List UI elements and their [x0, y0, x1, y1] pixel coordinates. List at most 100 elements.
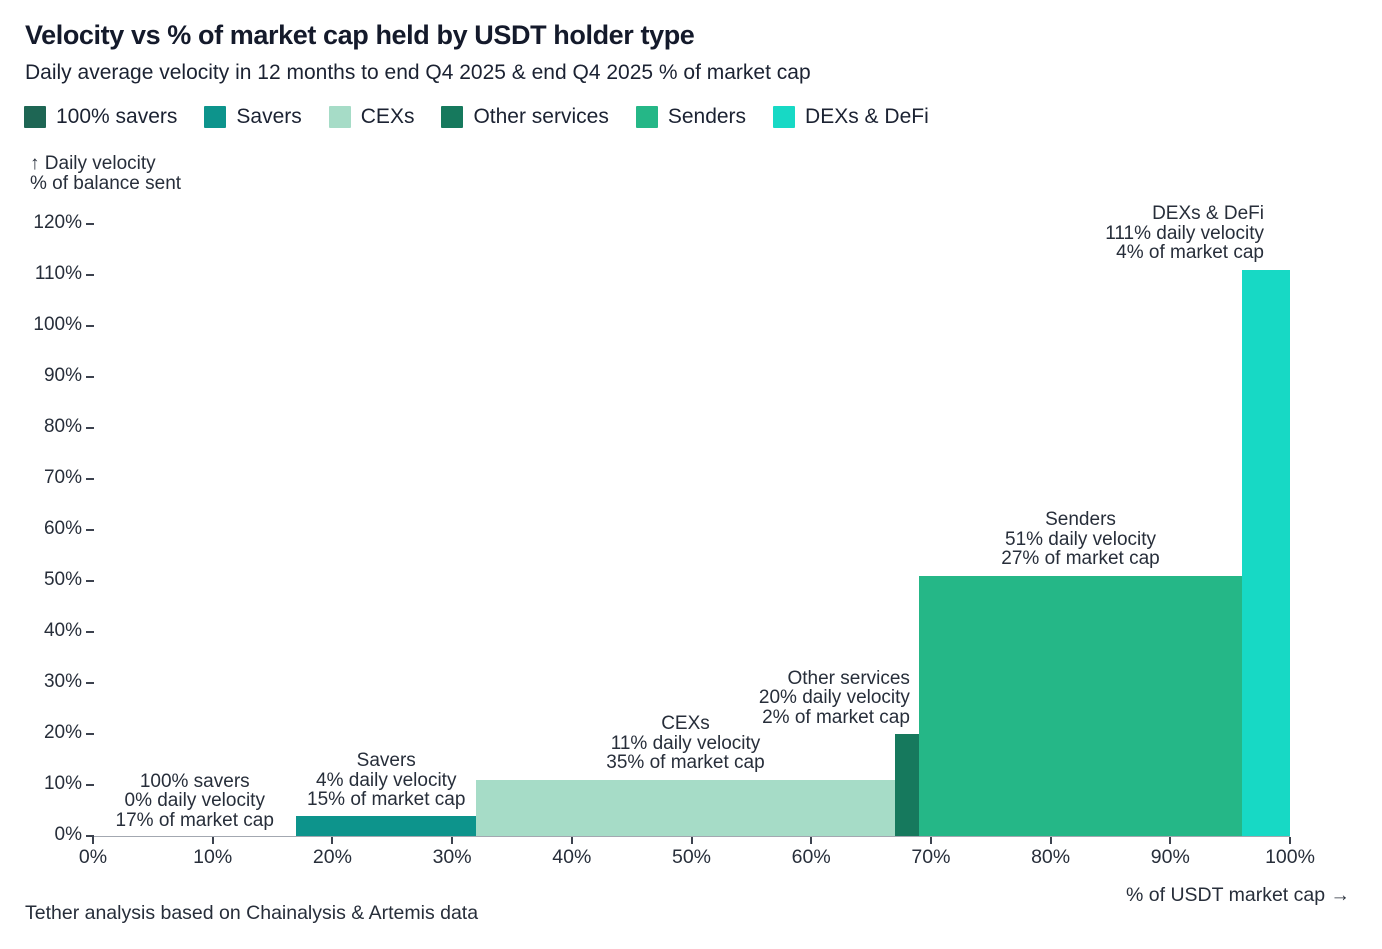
x-tick-label: 90% — [1150, 846, 1190, 868]
annotation-line: Other services — [787, 667, 910, 689]
annotation-line: 35% of market cap — [606, 752, 765, 774]
y-tick-label: 100% — [33, 314, 82, 335]
x-tick-mark — [451, 837, 454, 844]
legend-item-savers: Savers — [204, 105, 302, 129]
annotation-line: DEXs & DeFi — [1152, 203, 1264, 225]
x-tick-label: 0% — [78, 846, 108, 868]
legend-item-100-savers: 100% savers — [24, 105, 177, 129]
annotation-line: 20% daily velocity — [758, 687, 910, 708]
x-tick-mark — [690, 837, 693, 844]
x-tick-label: 30% — [432, 846, 472, 868]
x-tick-mark — [1169, 837, 1172, 844]
y-tick-label: 10% — [43, 773, 82, 794]
x-tick-label: 10% — [193, 846, 233, 868]
y-tick-mark — [86, 223, 94, 225]
bar-cexs — [476, 779, 895, 836]
x-tick-label: 20% — [312, 846, 352, 868]
x-tick-mark — [1049, 837, 1052, 844]
y-tick-mark — [86, 733, 94, 735]
bar-other-services — [894, 734, 919, 836]
x-tick-mark — [570, 837, 573, 844]
x-tick-label: 50% — [671, 846, 712, 868]
legend-label: Senders — [667, 105, 747, 128]
x-tick-label: 40% — [552, 846, 592, 868]
legend-swatch-dexs-defi — [773, 106, 796, 128]
y-axis-title: ↑ Daily velocity % of balance sent — [30, 154, 181, 194]
x-tick-label: 70% — [911, 846, 951, 868]
legend-label: CEXs — [360, 105, 415, 128]
legend: 100% savers Savers CEXs Other services Sende… — [24, 105, 929, 129]
legend-item-senders: Senders — [635, 105, 747, 129]
annotation-line: 111% daily velocity — [1105, 222, 1264, 244]
annotation-line: 4% daily velocity — [316, 769, 457, 791]
annotation-line: 27% of market cap — [1001, 548, 1160, 570]
y-tick-label: 60% — [43, 518, 82, 539]
legend-item-other-services: Other services — [441, 105, 609, 129]
y-tick-mark — [86, 376, 94, 378]
annotation-senders: Senders 51% daily velocity 27% of market c… — [931, 510, 1231, 569]
source-note: Tether analysis based on Chainalysis & A… — [25, 902, 479, 924]
annotation-line: 17% of market cap — [115, 809, 274, 831]
annotation-line: 15% of market cap — [307, 789, 466, 811]
annotation-line: 100% savers — [139, 770, 250, 792]
legend-swatch-senders — [635, 106, 658, 128]
annotation-line: CEXs — [661, 713, 710, 735]
y-axis-title-line2: % of balance sent — [30, 173, 182, 194]
annotation-line: 51% daily velocity — [1005, 528, 1157, 550]
x-tick-mark — [211, 837, 214, 844]
y-tick-label: 30% — [43, 671, 82, 692]
annotation-line: 0% daily velocity — [124, 790, 265, 811]
legend-swatch-100-savers — [24, 106, 46, 128]
x-tick-label: 80% — [1031, 846, 1071, 868]
chart-subtitle: Daily average velocity in 12 months to e… — [25, 61, 811, 84]
y-tick-mark — [86, 631, 94, 633]
legend-swatch-savers — [204, 106, 227, 128]
x-tick-mark — [810, 837, 813, 844]
y-tick-mark — [86, 274, 94, 276]
annotation-line: Savers — [356, 750, 416, 772]
y-tick-label: 20% — [43, 722, 82, 743]
y-tick-mark — [86, 427, 94, 429]
y-tick-label: 80% — [43, 416, 82, 437]
legend-item-dexs-defi: DEXs & DeFi — [773, 105, 929, 129]
annotation-line: Senders — [1045, 509, 1116, 531]
y-tick-mark — [86, 325, 94, 327]
x-tick-mark — [1289, 837, 1291, 844]
annotation-cexs: CEXs 11% daily velocity 35% of market cap — [536, 714, 836, 773]
y-axis-title-line1: ↑ Daily velocity — [30, 153, 156, 174]
x-tick-label: 60% — [791, 846, 831, 868]
x-tick-mark — [331, 837, 334, 844]
y-tick-label: 0% — [54, 824, 82, 845]
bar-savers — [296, 815, 477, 836]
bar-senders — [918, 575, 1243, 836]
legend-item-cexs: CEXs — [328, 105, 415, 129]
y-tick-mark — [86, 529, 94, 531]
annotation-dexs-defi: DEXs & DeFi 111% daily velocity 4% of mark… — [944, 204, 1264, 263]
page-title: Velocity vs % of market cap held by USDT… — [25, 20, 695, 50]
annotation-other-services: Other services 20% daily velocity 2% of ma… — [590, 667, 910, 728]
x-tick-mark — [929, 837, 932, 844]
y-tick-label: 70% — [43, 467, 82, 488]
annotation-line: 11% daily velocity — [610, 732, 761, 754]
y-tick-label: 40% — [43, 620, 82, 641]
y-tick-mark — [86, 478, 94, 480]
x-axis-baseline — [93, 836, 1290, 837]
legend-label: 100% savers — [56, 105, 178, 128]
legend-swatch-other-services — [441, 106, 464, 128]
x-tick-mark — [92, 837, 94, 844]
legend-swatch-cexs — [328, 106, 351, 128]
annotation-savers: Savers 4% daily velocity 15% of market cap — [236, 751, 536, 810]
annotation-line: 4% of market cap — [1116, 242, 1264, 264]
y-tick-mark — [86, 784, 94, 786]
y-tick-mark — [86, 580, 94, 582]
y-tick-label: 90% — [43, 365, 82, 386]
legend-label: Other services — [473, 105, 609, 128]
y-tick-mark — [86, 682, 94, 684]
legend-label: Savers — [236, 105, 302, 128]
y-tick-label: 120% — [33, 212, 82, 233]
x-axis-title: % of USDT market cap → — [1126, 884, 1350, 906]
y-tick-label: 110% — [34, 263, 82, 284]
legend-label: DEXs & DeFi — [805, 105, 929, 128]
y-tick-label: 50% — [43, 569, 82, 590]
y-tick-mark — [86, 835, 94, 837]
